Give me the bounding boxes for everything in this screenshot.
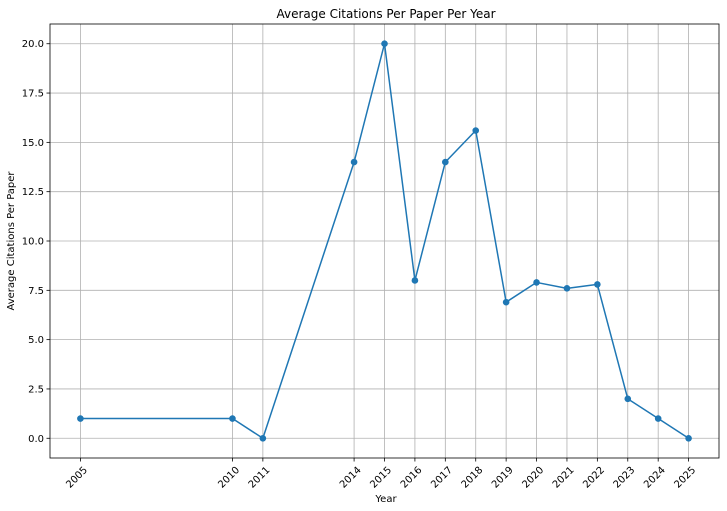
y-tick-label: 17.5 bbox=[22, 89, 44, 100]
data-point bbox=[411, 277, 419, 284]
data-point bbox=[350, 158, 358, 166]
series-layer bbox=[77, 40, 692, 442]
y-tick-label: 15.0 bbox=[22, 138, 44, 149]
y-tick-label: 7.5 bbox=[28, 286, 44, 297]
data-point bbox=[533, 279, 540, 286]
y-tick-label: 2.5 bbox=[28, 384, 44, 395]
data-point bbox=[442, 158, 449, 166]
y-tick-label: 20.0 bbox=[22, 39, 44, 50]
y-tick-label: 0.0 bbox=[28, 434, 44, 445]
data-point bbox=[77, 415, 84, 422]
x-axis-label: Year bbox=[374, 494, 397, 505]
data-point bbox=[502, 298, 510, 306]
y-tick-label: 10.0 bbox=[22, 237, 44, 248]
data-point bbox=[624, 395, 632, 403]
chart-title: Average Citations Per Paper Per Year bbox=[277, 7, 496, 21]
data-point bbox=[229, 415, 236, 422]
data-point bbox=[381, 40, 388, 48]
data-point bbox=[594, 281, 601, 288]
y-axis-label: Average Citations Per Paper bbox=[6, 171, 17, 311]
data-point bbox=[685, 434, 692, 442]
data-point bbox=[654, 415, 662, 422]
data-point bbox=[259, 434, 267, 442]
y-tick-label: 12.5 bbox=[22, 187, 44, 198]
y-tick-label: 5.0 bbox=[28, 335, 44, 346]
data-point bbox=[563, 285, 571, 292]
data-point bbox=[472, 127, 480, 134]
grid-layer bbox=[50, 24, 719, 458]
